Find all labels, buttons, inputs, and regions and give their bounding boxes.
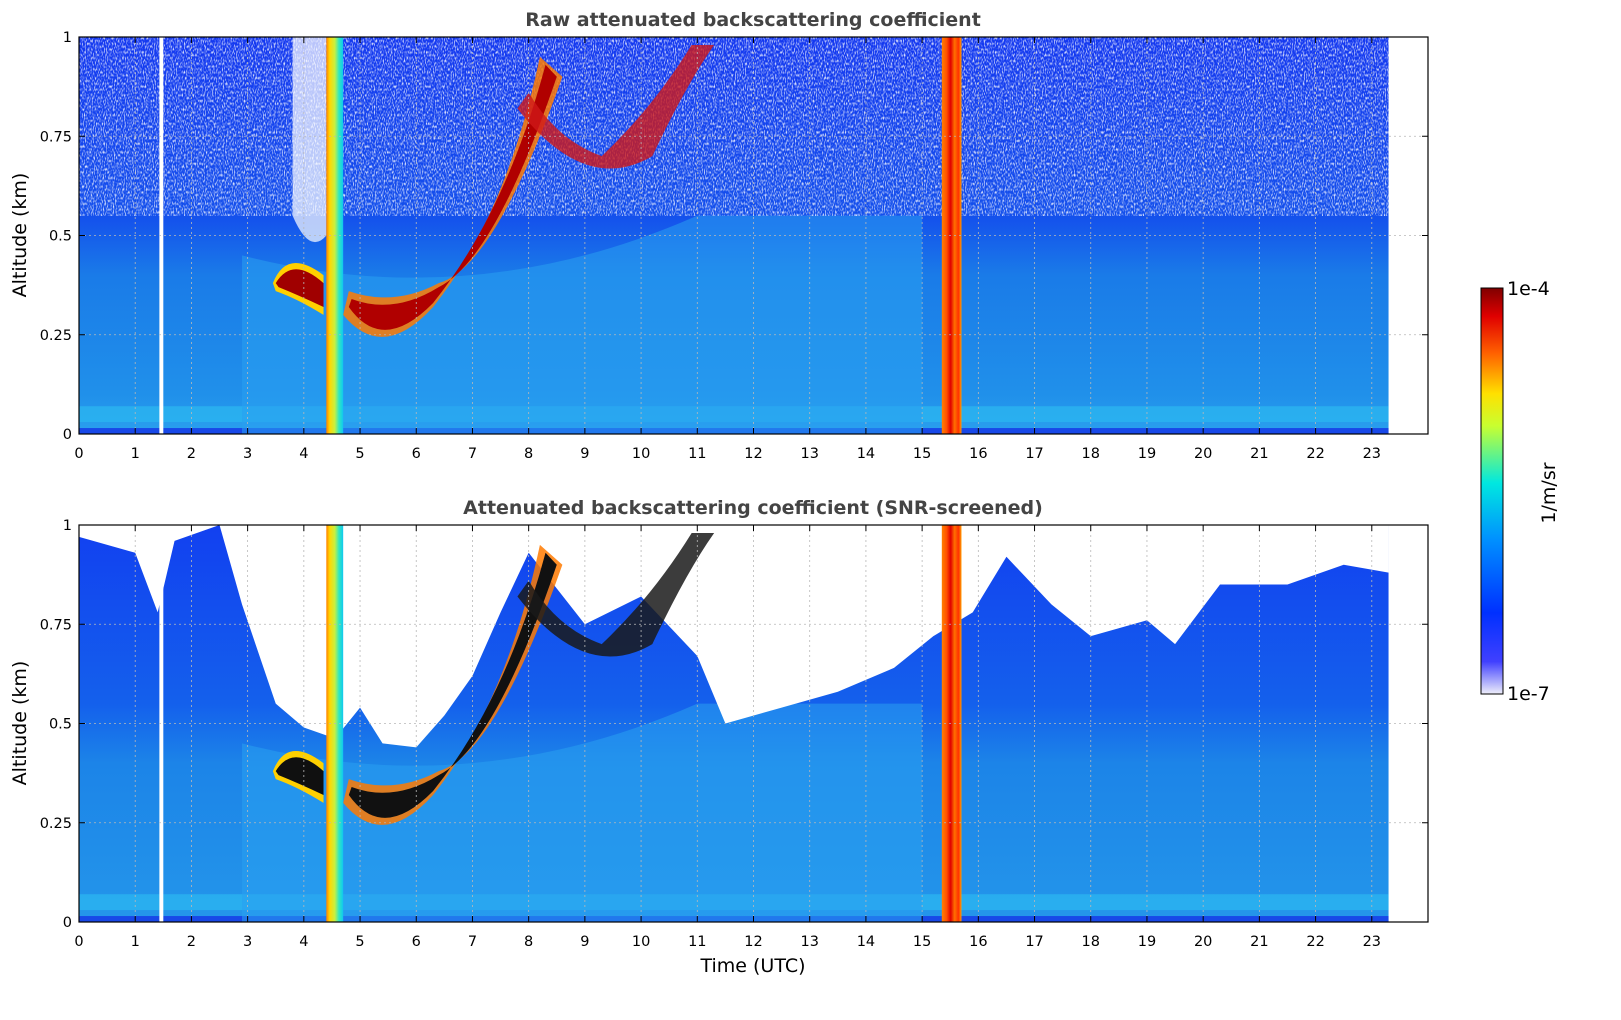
colorbar: 1e-4 1e-7 1/m/sr xyxy=(1480,278,1560,705)
x-tick-label: 19 xyxy=(1138,934,1156,950)
panel-title: Attenuated backscattering coefficient (S… xyxy=(463,497,1043,519)
rising-layer xyxy=(348,64,557,330)
x-tick-label: 12 xyxy=(744,446,762,462)
y-tick-label: 0.75 xyxy=(40,129,72,145)
x-tick-label: 13 xyxy=(800,934,818,950)
x-tick-label: 23 xyxy=(1363,934,1381,950)
screened-region xyxy=(79,525,1389,748)
x-tick-label: 2 xyxy=(187,446,196,462)
boundary-layer xyxy=(242,703,923,922)
x-axis-label: Time (UTC) xyxy=(699,955,805,977)
cloud-layer xyxy=(275,757,324,795)
raw-backscatter-panel: Raw attenuated backscattering coefficien… xyxy=(9,9,1429,462)
x-tick-label: 15 xyxy=(913,446,931,462)
x-tick-label: 15 xyxy=(913,934,931,950)
x-tick-label: 1 xyxy=(131,446,140,462)
x-tick-label: 14 xyxy=(857,446,875,462)
y-tick-label: 0.75 xyxy=(40,617,72,633)
x-axis: 0 1 2 3 4 5 6 7 8 9 10 11 12 13 14 15 16 17 18 19 20 21 22 23 xyxy=(74,37,1381,462)
saturation-column xyxy=(941,37,962,434)
x-tick-label: 7 xyxy=(468,446,477,462)
x-tick-label: 21 xyxy=(1250,446,1268,462)
x-tick-label: 6 xyxy=(412,934,421,950)
y-axis: 0 0.25 0.5 0.75 1 xyxy=(40,518,1428,931)
x-tick-label: 18 xyxy=(1082,446,1100,462)
y-tick-label: 0 xyxy=(63,915,72,931)
y-axis: 0 0.25 0.5 0.75 1 xyxy=(40,30,1428,443)
x-tick-label: 12 xyxy=(744,934,762,950)
heatmap-area xyxy=(79,37,1428,434)
x-axis: 0 1 2 3 4 5 6 7 8 9 10 11 12 13 14 15 16 17 18 19 20 21 22 23 xyxy=(74,525,1381,950)
x-tick-label: 20 xyxy=(1194,934,1212,950)
x-tick-label: 0 xyxy=(74,446,83,462)
y-tick-label: 1 xyxy=(63,30,72,46)
y-axis-label: Altitude (km) xyxy=(9,661,31,786)
y-axis-label: Altitude (km) xyxy=(9,173,31,298)
y-tick-label: 0.5 xyxy=(49,717,72,733)
x-tick-label: 2 xyxy=(187,934,196,950)
screened-backscatter-panel: Attenuated backscattering coefficient (S… xyxy=(9,497,1429,977)
x-tick-label: 11 xyxy=(688,934,706,950)
x-tick-label: 22 xyxy=(1306,446,1324,462)
x-tick-label: 17 xyxy=(1025,446,1043,462)
x-tick-label: 16 xyxy=(969,934,987,950)
colorbar-unit-label: 1/m/sr xyxy=(1538,462,1560,523)
panel-title: Raw attenuated backscattering coefficien… xyxy=(525,9,981,31)
x-tick-label: 7 xyxy=(468,934,477,950)
upper-layer xyxy=(517,44,715,169)
y-tick-label: 0 xyxy=(63,427,72,443)
cloud-layer xyxy=(275,269,324,307)
x-tick-label: 0 xyxy=(74,934,83,950)
x-tick-label: 6 xyxy=(412,446,421,462)
x-tick-label: 11 xyxy=(688,446,706,462)
x-tick-label: 16 xyxy=(969,446,987,462)
y-tick-label: 1 xyxy=(63,518,72,534)
upper-layer xyxy=(517,532,715,657)
x-tick-label: 10 xyxy=(632,934,650,950)
x-tick-label: 13 xyxy=(800,446,818,462)
x-tick-label: 19 xyxy=(1138,446,1156,462)
x-tick-label: 3 xyxy=(243,934,252,950)
x-tick-label: 21 xyxy=(1250,934,1268,950)
gridlines xyxy=(79,525,1428,922)
x-tick-label: 4 xyxy=(299,446,308,462)
x-tick-label: 5 xyxy=(355,934,364,950)
boundary-layer xyxy=(242,215,923,434)
x-tick-label: 4 xyxy=(299,934,308,950)
data-gap xyxy=(159,525,164,922)
x-tick-label: 1 xyxy=(131,934,140,950)
rising-layer xyxy=(348,552,557,818)
x-tick-label: 22 xyxy=(1306,934,1324,950)
x-tick-label: 8 xyxy=(524,934,533,950)
x-tick-label: 14 xyxy=(857,934,875,950)
y-tick-label: 0.5 xyxy=(49,229,72,245)
x-tick-label: 18 xyxy=(1082,934,1100,950)
x-tick-label: 10 xyxy=(632,446,650,462)
saturation-column xyxy=(941,525,962,922)
colorbar-gradient xyxy=(1480,287,1504,695)
x-tick-label: 5 xyxy=(355,446,364,462)
data-gap xyxy=(159,37,164,434)
colorbar-max-label: 1e-4 xyxy=(1507,278,1550,300)
noise-speckle xyxy=(79,37,1389,216)
x-tick-label: 8 xyxy=(524,446,533,462)
gridlines xyxy=(79,37,1428,434)
x-tick-label: 3 xyxy=(243,446,252,462)
heatmap-area xyxy=(79,525,1428,922)
x-tick-label: 9 xyxy=(580,934,589,950)
x-tick-label: 20 xyxy=(1194,446,1212,462)
x-tick-label: 17 xyxy=(1025,934,1043,950)
y-tick-label: 0.25 xyxy=(40,328,72,344)
colorbar-min-label: 1e-7 xyxy=(1507,683,1550,705)
y-tick-label: 0.25 xyxy=(40,816,72,832)
x-tick-label: 23 xyxy=(1363,446,1381,462)
clear-sky-region xyxy=(292,37,327,243)
x-tick-label: 9 xyxy=(580,446,589,462)
